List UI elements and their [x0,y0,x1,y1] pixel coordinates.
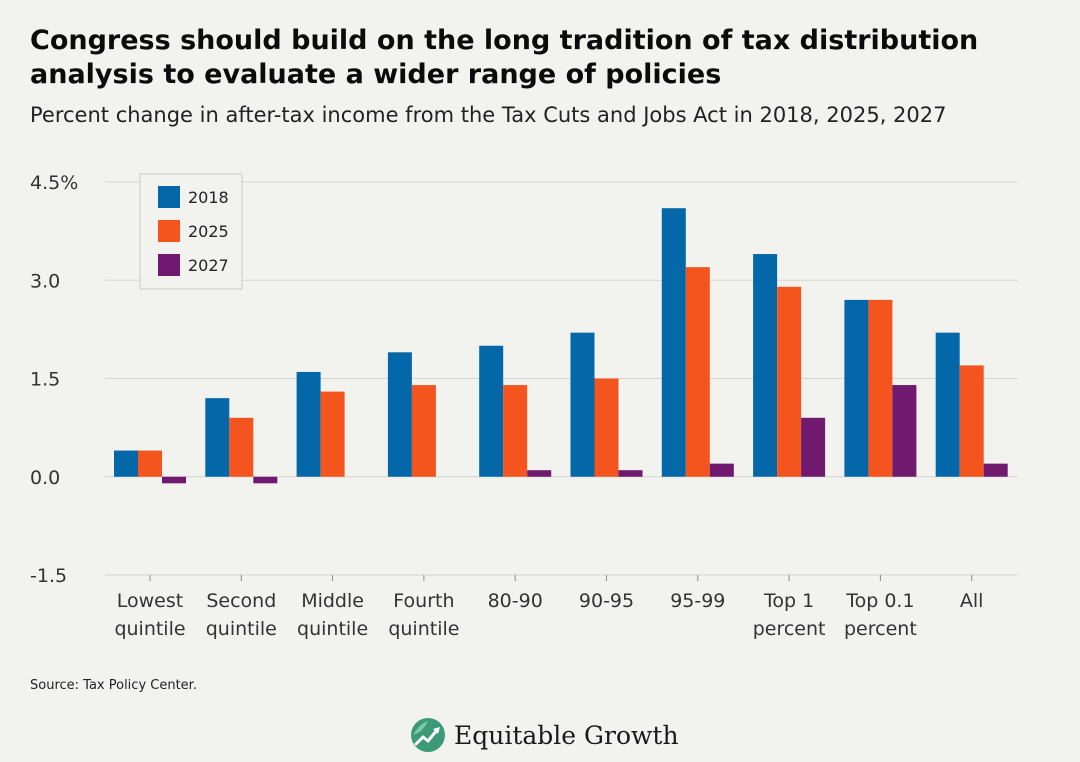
growth-chart-logo-icon [411,718,445,752]
bar-2027 [618,470,643,477]
x-tick-label-line: percent [844,618,917,640]
x-tick-label-line: 80-90 [488,590,543,612]
x-tick-label-line: quintile [388,618,459,640]
x-tick-label-line: All [960,590,984,612]
x-tick-label-line: Lowest [117,590,183,612]
bar-2027 [527,470,552,477]
bar-2027 [709,463,734,477]
x-tick-label-line: Top 0.1 [845,590,914,612]
x-tick-label-line: Second [206,590,276,612]
legend-swatch-2027 [158,254,180,276]
y-tick-label: 4.5% [30,172,78,194]
legend-label-2025: 2025 [188,222,229,241]
x-tick-label: Fourth quintile [388,590,459,640]
bar-2027 [892,385,917,477]
y-tick-label: 1.5 [30,369,60,391]
bar-2018 [205,398,230,477]
bar-chart: 4.5% 3.0 1.5 0.0 -1.5 Lowest quintile Second qui… [30,172,1018,640]
brand-name: Equitable Growth [454,720,679,750]
x-tick-label-line: quintile [206,618,277,640]
bar-2027 [801,417,826,477]
chart-title: Congress should build on the long tradit… [30,25,979,90]
bar-2018 [753,254,778,477]
x-tick-label-line: percent [753,618,826,640]
x-tick-label-line: 95-99 [670,590,725,612]
legend-swatch-2018 [158,186,180,208]
x-tick-label: 95-99 [670,590,725,612]
chart-subtitle: Percent change in after-tax income from … [30,103,947,127]
source-note: Source: Tax Policy Center. [30,678,197,693]
bar-2025 [868,299,893,477]
bar-2025 [959,365,984,477]
bar-2025 [229,417,254,477]
x-tick-label: Second quintile [206,590,277,640]
bar-2018 [570,332,595,477]
bar-2018 [479,345,504,477]
bar-2018 [844,299,869,477]
y-tick-label: 3.0 [30,270,60,292]
bar-2018 [296,371,321,477]
x-tick-label: 80-90 [488,590,543,612]
bar-2018 [114,450,138,477]
x-tick-label: Top 0.1 percent [844,590,917,640]
x-tick-label-line: quintile [297,618,368,640]
brand-logo: Equitable Growth [410,715,679,755]
bar-2025 [320,391,345,477]
legend-label-2018: 2018 [188,188,229,207]
bar-2018 [387,352,412,477]
bar-2025 [503,385,528,477]
legend: 2018 2025 2027 [139,173,243,290]
legend-swatch-2025 [158,220,180,242]
bar-2025 [594,378,619,477]
x-tick-label-line: Middle [301,590,364,612]
bar-2025 [138,450,162,477]
bar-2018 [661,208,686,477]
x-tick-label: All [960,590,984,612]
x-tick-label: Lowest quintile [114,590,185,640]
bar-2018 [935,332,960,477]
y-tick-label: -1.5 [30,565,67,587]
bar-2025 [411,385,436,477]
bar-2027 [983,463,1008,477]
bar-2025 [685,267,710,477]
x-tick-label: 90-95 [579,590,634,612]
y-tick-label: 0.0 [30,467,60,489]
legend-label-2027: 2027 [188,256,229,275]
x-tick-label-line: 90-95 [579,590,634,612]
bar-2027 [162,476,186,484]
x-tick-label-line: Fourth [393,590,454,612]
x-tick-label-line: quintile [114,618,185,640]
x-tick-label: Top 1 percent [753,590,826,640]
bar-2025 [777,286,802,477]
x-tick-label: Middle quintile [297,590,368,640]
legend-box [139,173,243,290]
bar-2027 [253,476,278,484]
x-tick-label-line: Top 1 [763,590,814,612]
